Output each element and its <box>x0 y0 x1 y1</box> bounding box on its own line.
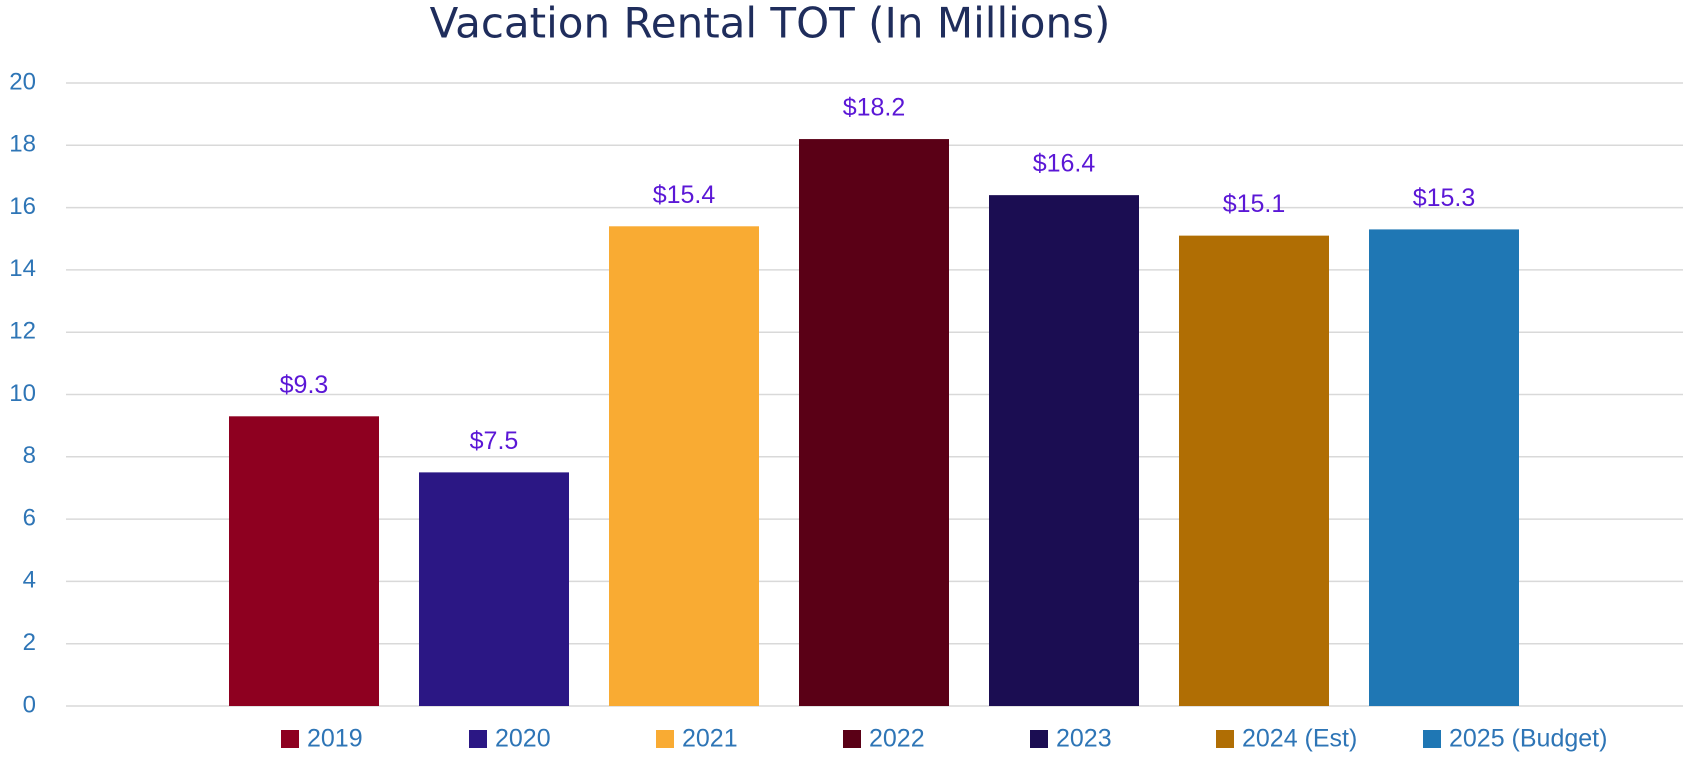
chart-title: Vacation Rental TOT (In Millions) <box>430 0 1111 48</box>
value-label: $15.1 <box>1223 190 1286 218</box>
legend-label: 2024 (Est) <box>1242 725 1357 753</box>
y-tick-label: 4 <box>23 567 36 594</box>
value-label: $7.5 <box>470 427 519 455</box>
y-tick-label: 20 <box>9 68 36 95</box>
bar <box>609 226 759 707</box>
legend-swatch <box>656 730 674 748</box>
legend-label: 2023 <box>1056 725 1112 753</box>
bar <box>989 195 1139 706</box>
y-tick-label: 10 <box>9 380 36 407</box>
legend-swatch <box>281 730 299 748</box>
bar <box>1369 229 1519 706</box>
bar <box>799 139 949 706</box>
y-tick-label: 8 <box>23 442 36 469</box>
legend-label: 2021 <box>682 725 738 753</box>
legend-label: 2019 <box>307 725 363 753</box>
bar <box>1179 235 1329 706</box>
legend-swatch <box>1216 730 1234 748</box>
value-label: $15.3 <box>1413 184 1476 212</box>
value-label: $18.2 <box>843 94 906 122</box>
y-tick-label: 14 <box>9 255 36 282</box>
legend-swatch <box>843 730 861 748</box>
legend-swatch <box>1030 730 1048 748</box>
y-tick-label: 18 <box>9 131 36 158</box>
y-tick-label: 12 <box>9 318 36 345</box>
value-label: $9.3 <box>280 371 329 399</box>
y-tick-label: 0 <box>23 691 36 718</box>
value-label: $15.4 <box>653 181 716 209</box>
legend-swatch <box>1423 730 1441 748</box>
legend-swatch <box>469 730 487 748</box>
legend-label: 2022 <box>869 725 925 753</box>
legend-label: 2025 (Budget) <box>1449 725 1607 753</box>
value-label: $16.4 <box>1033 150 1096 178</box>
legend-label: 2020 <box>495 725 551 753</box>
y-tick-label: 16 <box>9 193 36 220</box>
bar <box>229 416 379 706</box>
bar <box>419 472 569 706</box>
y-tick-label: 6 <box>23 504 36 531</box>
y-tick-label: 2 <box>23 629 36 656</box>
